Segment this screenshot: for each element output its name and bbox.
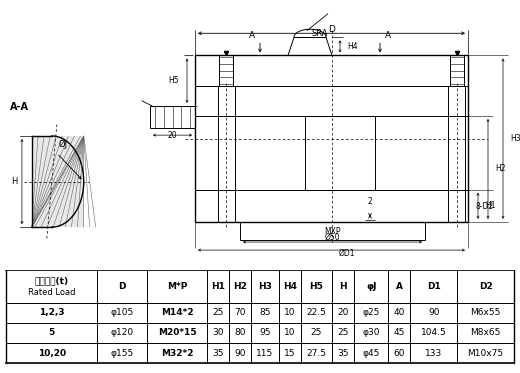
Text: 10,20: 10,20 [37,349,66,358]
Text: M8x65: M8x65 [471,329,501,338]
Text: 35: 35 [212,349,224,358]
Text: 85: 85 [259,308,270,317]
Text: 104.5: 104.5 [421,329,447,338]
Text: M20*15: M20*15 [158,329,196,338]
Text: 25: 25 [212,308,224,317]
Text: A: A [385,31,391,40]
Text: φ155: φ155 [111,349,134,358]
Text: H2: H2 [232,282,246,291]
Text: 20: 20 [167,131,177,140]
Text: φJ: φJ [366,282,376,291]
Text: ØJ: ØJ [59,140,68,149]
Text: M10x75: M10x75 [467,349,504,358]
Text: 115: 115 [256,349,274,358]
Text: 5: 5 [48,329,55,338]
Text: H3: H3 [510,134,520,143]
Text: 95: 95 [259,329,270,338]
Text: φ105: φ105 [111,308,134,317]
Text: ØD1: ØD1 [338,249,355,258]
Text: H3: H3 [258,282,271,291]
Text: H5: H5 [309,282,323,291]
Text: φ45: φ45 [362,349,380,358]
Text: A: A [396,282,403,291]
Text: M*P: M*P [167,282,187,291]
Bar [32,136,84,227]
Text: 60: 60 [394,349,405,358]
Text: 27.5: 27.5 [306,349,327,358]
Text: 40: 40 [394,308,405,317]
Text: 25: 25 [337,329,349,338]
Text: 80: 80 [234,329,245,338]
Text: 90: 90 [428,308,439,317]
Text: H1: H1 [485,201,496,210]
Text: H4: H4 [347,42,358,51]
Text: 30: 30 [212,329,224,338]
Text: 22.5: 22.5 [306,308,327,317]
Text: 133: 133 [425,349,443,358]
Text: D: D [328,25,335,34]
Text: 25: 25 [311,329,322,338]
Text: MXP: MXP [324,228,341,236]
Text: D1: D1 [427,282,441,291]
Text: 90: 90 [234,349,245,358]
Text: H: H [11,177,18,186]
Text: φ120: φ120 [111,329,134,338]
Text: A-A: A-A [10,103,29,113]
Text: 8-D2: 8-D2 [476,202,494,211]
Text: Rated Load: Rated Load [28,288,75,297]
Text: 45: 45 [394,329,405,338]
Text: 35: 35 [337,349,349,358]
Text: H1: H1 [211,282,225,291]
Text: D: D [119,282,126,291]
Text: H2: H2 [495,164,505,173]
Polygon shape [52,136,84,227]
Text: φ25: φ25 [362,308,380,317]
Text: 10: 10 [284,308,295,317]
Text: H: H [339,282,347,291]
Text: Ø50: Ø50 [324,232,340,241]
Text: φ30: φ30 [362,329,380,338]
Text: 额定载荷(t): 额定载荷(t) [34,276,69,285]
Text: 70: 70 [234,308,245,317]
Text: M14*2: M14*2 [161,308,193,317]
Text: H5: H5 [168,76,179,85]
Text: 20: 20 [337,308,349,317]
Text: A: A [249,31,255,40]
Text: M32*2: M32*2 [161,349,193,358]
Text: SRA: SRA [312,29,328,38]
Text: M6x55: M6x55 [471,308,501,317]
Text: 1,2,3: 1,2,3 [39,308,64,317]
Text: D2: D2 [479,282,492,291]
Text: 10: 10 [284,329,295,338]
Text: 15: 15 [284,349,295,358]
Text: H4: H4 [283,282,297,291]
Text: 2: 2 [368,197,372,206]
